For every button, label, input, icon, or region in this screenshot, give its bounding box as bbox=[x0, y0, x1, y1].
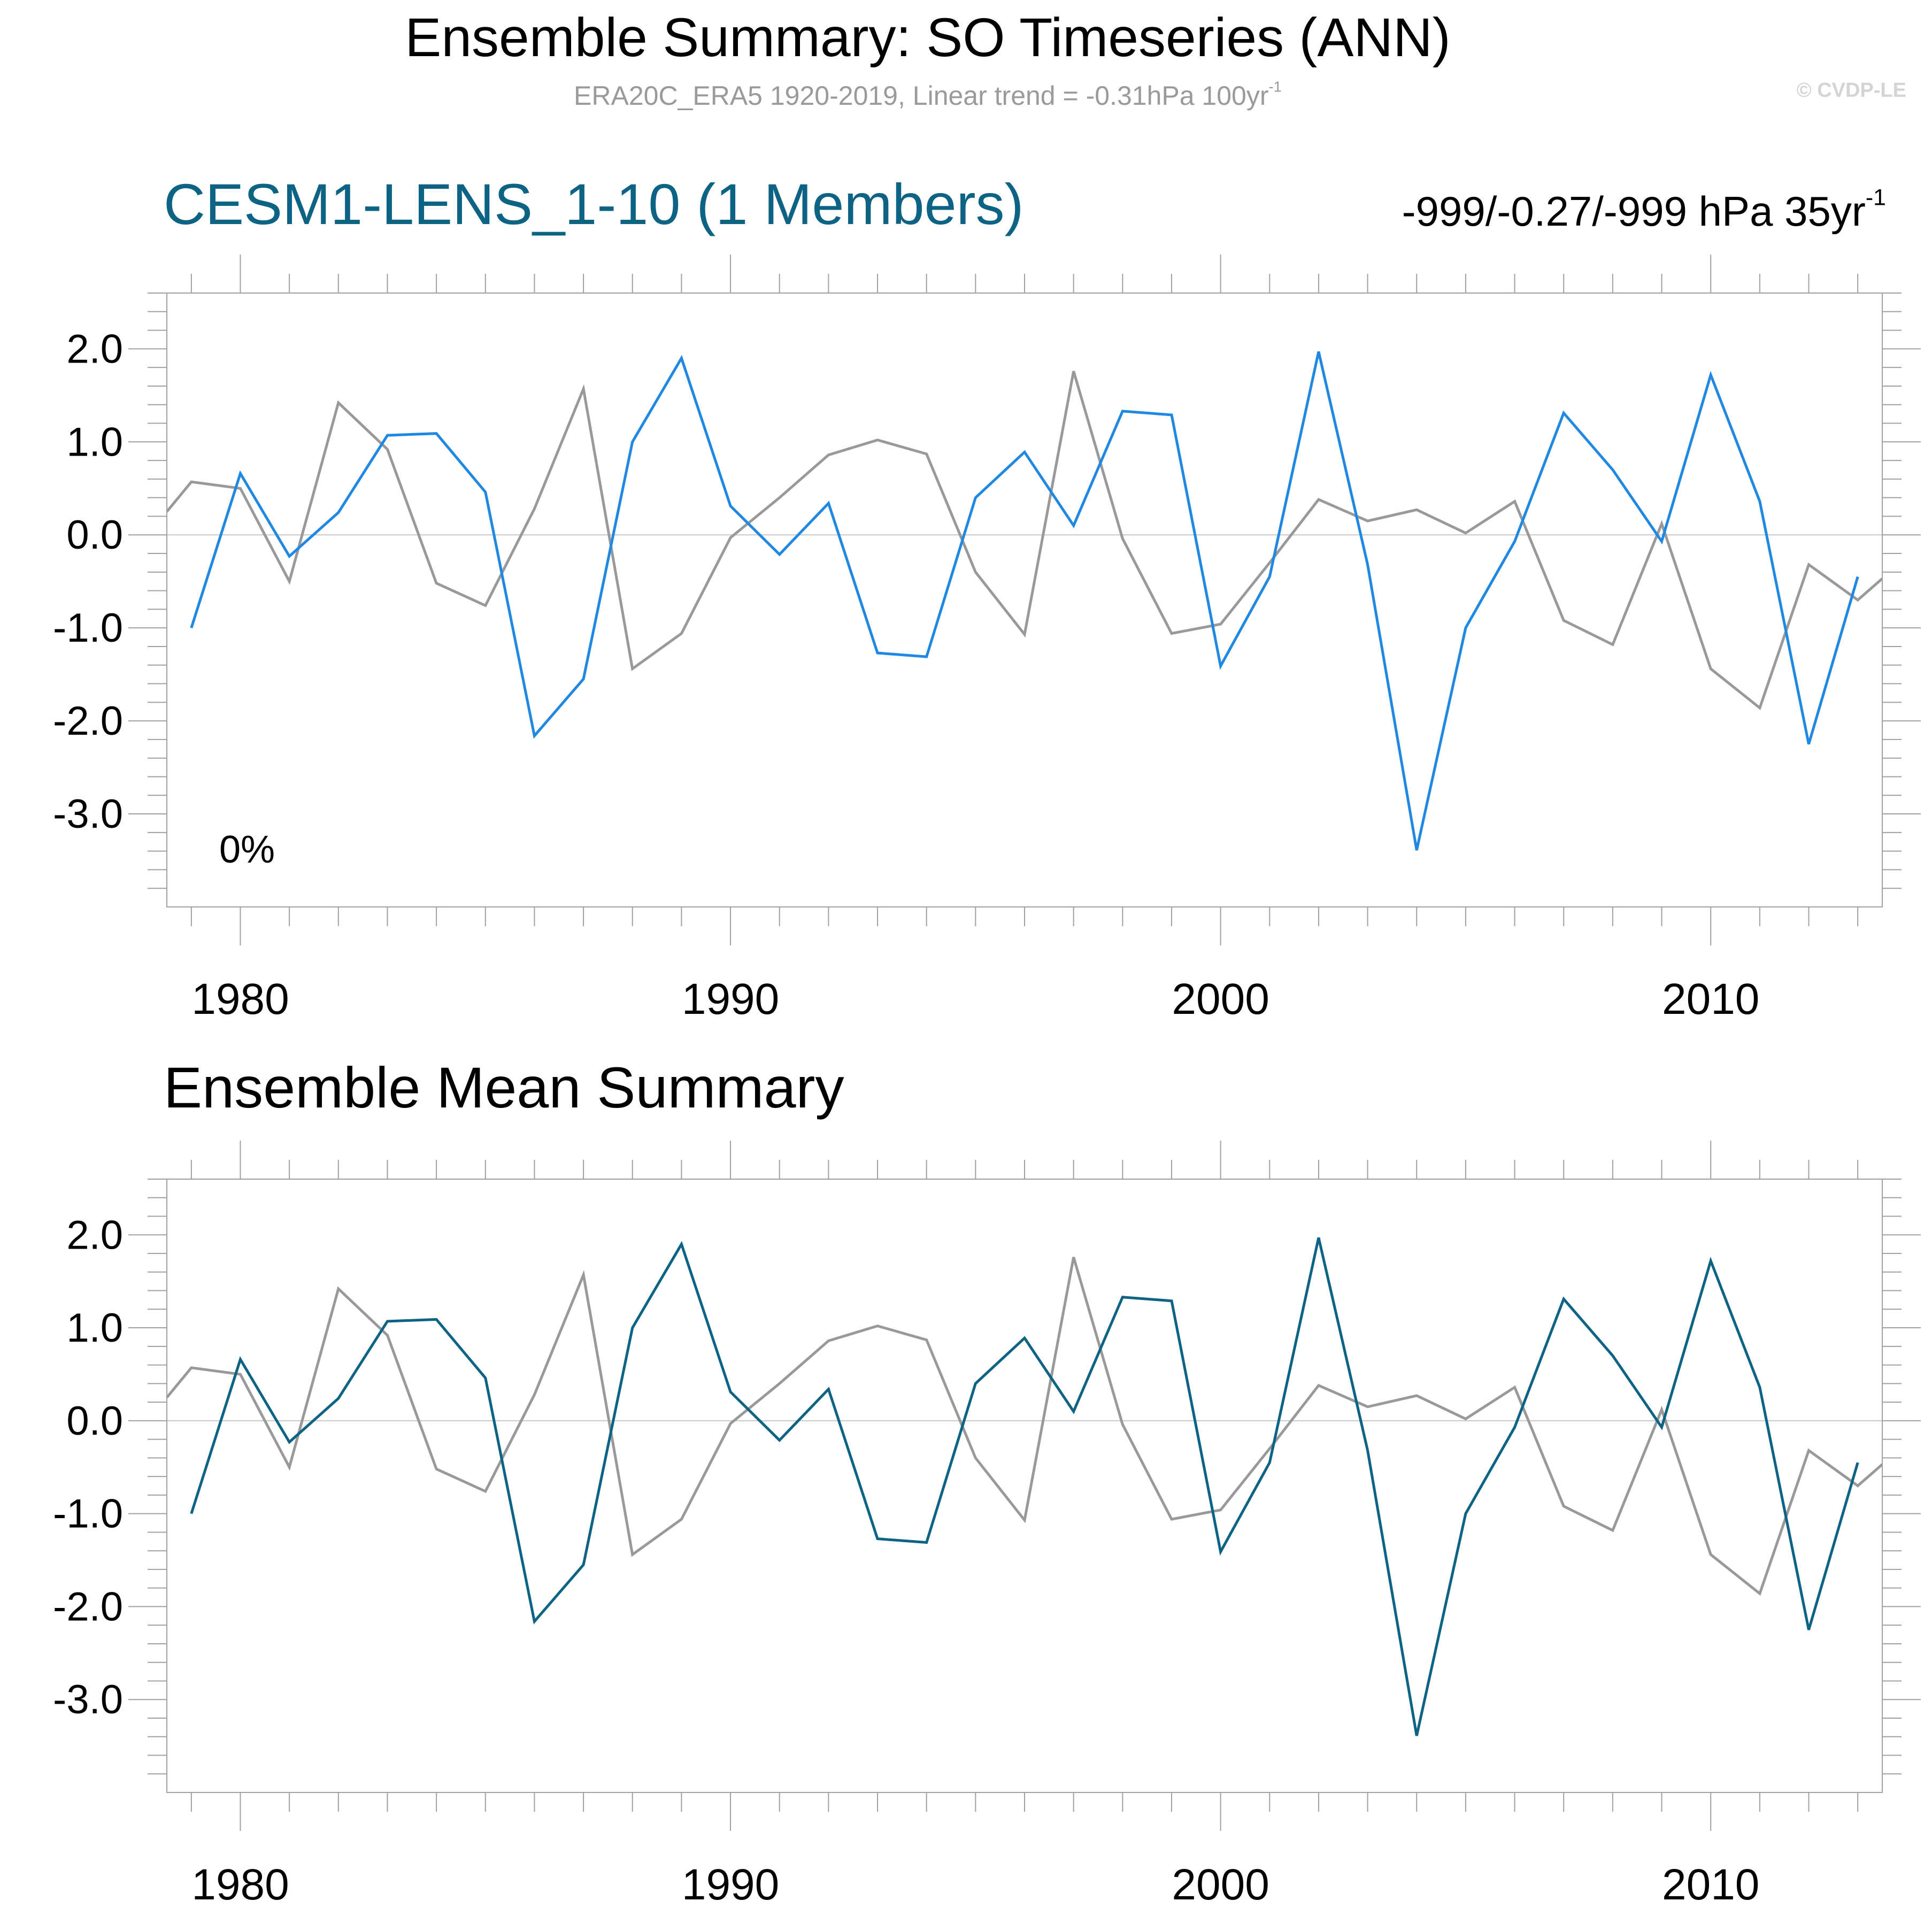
panel1-y-tick-label: -1.0 bbox=[53, 605, 123, 651]
panel1-model_member-line bbox=[190, 351, 1859, 851]
panel1-x-tick-label: 1980 bbox=[191, 975, 289, 1023]
panel1-chart: 2.0 1.0 0.0 -1.0 -2.0 -3.0 1980 1990 2000 2010 bbox=[53, 255, 1921, 1023]
panel1-y-tick-label: -3.0 bbox=[53, 791, 123, 837]
panel1-y-tick-label: -2.0 bbox=[53, 698, 123, 744]
panel1-trend-label: -999/-0.27/-999 hPa 35yr-1 bbox=[1402, 184, 1886, 236]
panel1-x-tick-label: 2010 bbox=[1662, 975, 1759, 1023]
panel2-x-tick-label: 2000 bbox=[1172, 1860, 1269, 1909]
cvdp-watermark: © CVDP-LE bbox=[1796, 79, 1906, 102]
subtitle-superscript: -1 bbox=[1268, 78, 1282, 95]
panel1-y-tick-label: 0.0 bbox=[66, 512, 123, 558]
panel1-y-tick-label: 2.0 bbox=[66, 326, 123, 372]
panel1-x-tick-label: 2000 bbox=[1172, 975, 1269, 1023]
subtitle-text: ERA20C_ERA5 1920-2019, Linear trend = -0… bbox=[574, 81, 1269, 111]
panel2-title: Ensemble Mean Summary bbox=[164, 1055, 844, 1120]
panel2-y-tick-label: 1.0 bbox=[66, 1305, 123, 1351]
panel1-plot-frame bbox=[166, 293, 1883, 907]
panel2-x-tick-label: 2010 bbox=[1662, 1860, 1759, 1909]
figure-subtitle: ERA20C_ERA5 1920-2019, Linear trend = -0… bbox=[0, 78, 1856, 111]
panel1-percent-label: 0% bbox=[219, 828, 275, 871]
panel2-chart: 2.0 1.0 0.0 -1.0 -2.0 -3.0 1980 1990 2000 2010 bbox=[53, 1141, 1921, 1909]
panel2-x-tick-label: 1980 bbox=[191, 1860, 289, 1909]
panel2-observation-line bbox=[166, 1257, 1883, 1596]
panel2-y-tick-label: -3.0 bbox=[53, 1677, 123, 1722]
panel1-x-tick-label: 1990 bbox=[682, 975, 779, 1023]
panel2-y-tick-label: 2.0 bbox=[66, 1212, 123, 1258]
panel1-trend-superscript: -1 bbox=[1865, 184, 1886, 211]
panel1-trend-text: -999/-0.27/-999 hPa 35yr bbox=[1402, 188, 1866, 235]
panel2-y-tick-label: -1.0 bbox=[53, 1491, 123, 1537]
panel1-title: CESM1-LENS_1-10 (1 Members) bbox=[164, 172, 1024, 236]
panel1-observation-line bbox=[166, 371, 1883, 710]
panel2-x-tick-label: 1990 bbox=[682, 1860, 779, 1909]
panel2-y-tick-label: -2.0 bbox=[53, 1584, 123, 1629]
panel1-y-tick-label: 1.0 bbox=[66, 419, 123, 465]
figure-title: Ensemble Summary: SO Timeseries (ANN) bbox=[405, 7, 1451, 68]
panel2-y-tick-label: 0.0 bbox=[66, 1398, 123, 1444]
panel2-plot-frame bbox=[166, 1179, 1883, 1793]
panel2-ensemble_mean-line bbox=[190, 1237, 1859, 1736]
